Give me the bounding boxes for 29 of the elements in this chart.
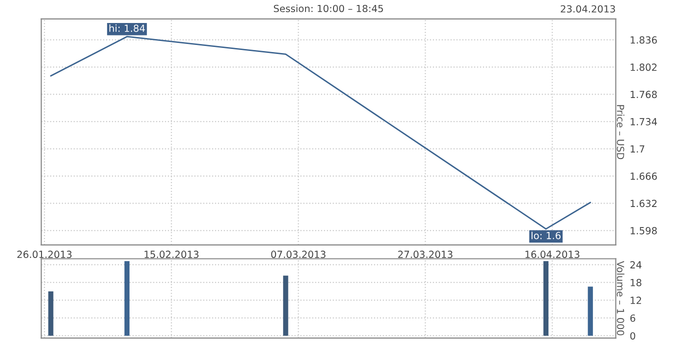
- y-tick-label: 0: [630, 332, 636, 340]
- bar: [283, 276, 288, 336]
- y-tick-label: 24: [630, 261, 642, 268]
- text: 23.04.2013: [560, 5, 615, 13]
- x-tick-label: 15.02.2013: [144, 250, 198, 258]
- y-tick-label: 1.7: [630, 145, 644, 152]
- chart-title: Session: 10:00 – 18:45: [274, 4, 383, 12]
- annotation: lo: 1.6: [532, 232, 561, 240]
- annotation: hi: 1.84: [109, 24, 145, 32]
- y-tick-label: 1.802: [630, 64, 657, 71]
- y-tick-label: 1.632: [630, 200, 657, 208]
- y-tick-label: 12: [630, 296, 642, 304]
- y-tick-label: 1.836: [630, 36, 657, 44]
- y-tick-label: 18: [630, 278, 642, 286]
- y-tick-label: 1.734: [630, 118, 657, 126]
- y-tick-label: 1.666: [630, 172, 657, 180]
- y-axis-title: Price – USD: [616, 105, 624, 160]
- x-tick-label: 27.03.2013: [398, 250, 452, 258]
- y-tick-label: 1.768: [630, 90, 657, 98]
- y-axis-title: Volume – 1 000: [616, 260, 624, 336]
- bar: [588, 286, 593, 336]
- bar: [543, 261, 548, 336]
- bar: [48, 291, 54, 336]
- y-tick-label: 6: [630, 314, 636, 322]
- y-tick-label: 1.598: [630, 227, 657, 234]
- x-tick-label: 26.01.2013: [17, 250, 72, 258]
- x-tick-label: 07.03.2013: [271, 250, 326, 258]
- bar: [124, 261, 130, 336]
- x-tick-label: 16.04.2013: [526, 250, 580, 258]
